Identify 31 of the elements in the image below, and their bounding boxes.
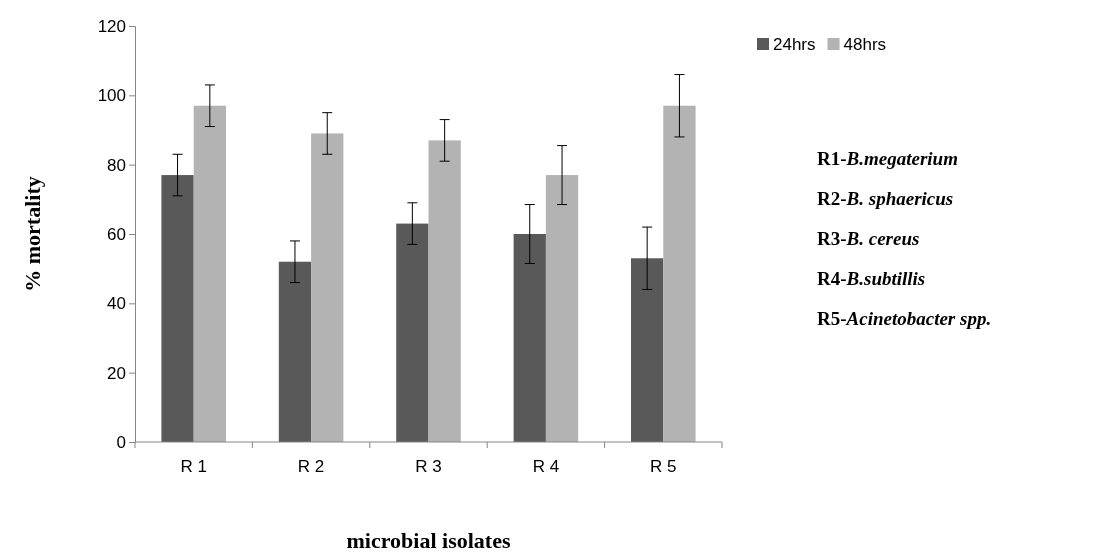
x-axis-title: microbial isolates	[346, 528, 511, 553]
bar	[396, 223, 429, 442]
legend-label: 24hrs	[773, 35, 816, 54]
bar	[663, 105, 696, 442]
x-tick-label: R 5	[650, 457, 677, 476]
x-tick-label: R 1	[180, 457, 207, 476]
bar	[278, 261, 312, 442]
x-tick-label: R 4	[532, 457, 560, 476]
text: R5-Acinetobacter spp.	[817, 308, 992, 329]
x-tick-label: R 2	[297, 457, 325, 476]
y-tick-label: 100	[97, 86, 126, 106]
y-axis-title: % mortality	[20, 176, 45, 292]
x-tick-label: R 3	[415, 457, 442, 476]
text: R4-B.subtillis	[817, 268, 926, 289]
y-tick-label: 120	[97, 16, 126, 36]
bar	[311, 133, 344, 442]
bar	[193, 105, 226, 442]
y-tick-label: 20	[107, 363, 126, 383]
bar	[161, 175, 194, 442]
y-tick-label: 60	[107, 224, 126, 244]
bar	[631, 258, 664, 442]
bar	[428, 140, 461, 442]
legend-label: 48hrs	[843, 35, 887, 54]
y-tick-label: 40	[107, 294, 126, 314]
text: R1-B.megaterium	[817, 148, 958, 169]
text: R3-B. cereus	[817, 228, 920, 249]
y-tick-label: 0	[116, 432, 126, 452]
bar	[545, 175, 579, 442]
text: R2-B. sphaericus	[817, 188, 954, 209]
y-tick-label: 80	[107, 155, 126, 175]
bar	[513, 234, 546, 442]
